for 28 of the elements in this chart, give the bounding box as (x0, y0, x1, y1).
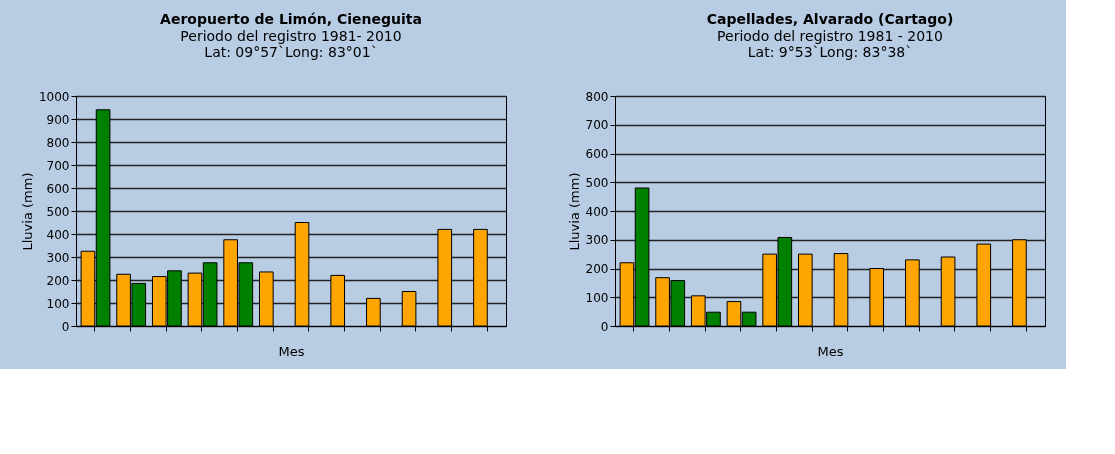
y-tick-label: 0 (61, 319, 70, 334)
y-tick-label: 100 (585, 290, 609, 305)
y-tick-label: 500 (46, 204, 70, 219)
y-tick-label: 200 (585, 262, 609, 276)
y-tick-label: 0 (600, 319, 609, 334)
y-tick-label: 200 (46, 273, 70, 288)
chart-title: Aeropuerto de Limón, Cieneguita (160, 11, 422, 27)
chart-subtitle: Periodo del registro 1981- 2010 Lat: 09°57`Long: 83°01` (180, 28, 402, 60)
y-tick-label: 900 (46, 112, 70, 127)
y-tick-label: 1000 (38, 89, 70, 104)
y-tick-label: 700 (585, 118, 609, 133)
chart-title: Capellades, Alvarado (Cartago) (706, 11, 954, 27)
y-axis-title: Lluvia (mm) (566, 172, 582, 251)
y-tick-label: 400 (46, 227, 70, 242)
y-axis-title: Lluvia (mm) (19, 172, 35, 251)
y-tick-label: 500 (585, 175, 609, 190)
y-tick-label: 100 (46, 296, 70, 311)
x-axis-title: Mes (817, 344, 844, 359)
y-tick-label: 700 (46, 158, 70, 173)
y-tick-label: 800 (46, 135, 70, 150)
y-tick-label: 400 (585, 204, 609, 219)
y-tick-label: 800 (585, 89, 609, 104)
x-axis-title: Mes (278, 344, 305, 359)
chart-subtitle: Periodo del registro 1981 - 2010 Lat: 9°53`Long: 83°38` (717, 28, 943, 60)
y-tick-label: 300 (46, 250, 70, 265)
y-tick-label: 300 (585, 233, 609, 248)
y-tick-label: 600 (585, 147, 609, 161)
y-tick-label: 600 (46, 181, 70, 196)
